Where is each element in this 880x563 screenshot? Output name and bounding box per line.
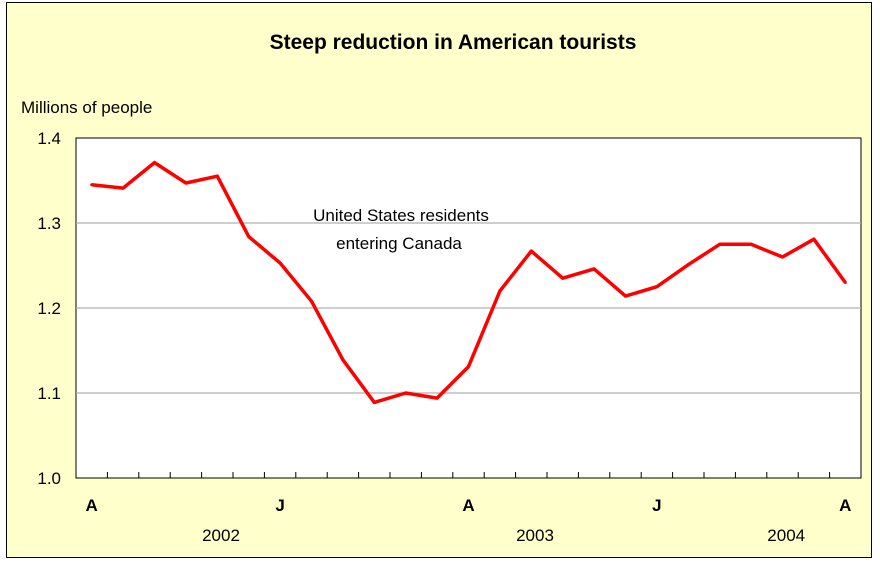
data-point: [498, 289, 502, 293]
annotation-line-2: entering Canada: [336, 234, 462, 253]
year-label: 2004: [767, 526, 805, 545]
y-tick-label: 1.4: [37, 129, 61, 148]
data-point: [718, 242, 722, 246]
data-point: [372, 400, 376, 404]
month-label: A: [839, 496, 851, 515]
data-point: [121, 186, 125, 190]
x-axis-year-labels: 2002 2003 2004: [202, 526, 805, 545]
data-point: [467, 365, 470, 369]
data-point: [404, 391, 408, 395]
data-point: [90, 183, 94, 187]
data-point: [812, 237, 816, 241]
annotation-line-1: United States residents: [313, 206, 489, 225]
month-label: A: [462, 496, 474, 515]
y-tick-label: 1.2: [37, 299, 61, 318]
data-point: [341, 358, 345, 362]
data-point: [310, 299, 313, 303]
data-point: [592, 267, 596, 271]
data-point: [153, 161, 156, 165]
year-label: 2003: [516, 526, 554, 545]
chart-title: Steep reduction in American tourists: [270, 31, 637, 54]
data-point: [749, 242, 753, 246]
y-tick-label: 1.0: [37, 469, 61, 488]
y-axis-tick-labels: 1.0 1.1 1.2 1.3 1.4: [37, 129, 61, 488]
data-point: [561, 276, 565, 280]
data-point: [781, 255, 784, 259]
y-axis-label: Millions of people: [21, 98, 152, 117]
month-label: J: [275, 496, 284, 515]
data-point: [529, 249, 533, 253]
chart-frame: Steep reduction in American tourists Mil…: [6, 2, 872, 558]
y-tick-label: 1.3: [37, 214, 61, 233]
data-point: [435, 396, 439, 400]
year-label: 2002: [202, 526, 240, 545]
month-label: A: [86, 496, 98, 515]
data-point: [686, 263, 690, 267]
data-point: [843, 281, 847, 284]
data-point: [184, 181, 188, 185]
line-chart: Steep reduction in American tourists Mil…: [21, 31, 862, 545]
x-axis-ticks: [75, 472, 862, 478]
series-layer: [90, 160, 847, 405]
y-tick-label: 1.1: [37, 384, 61, 403]
month-label: J: [652, 496, 661, 515]
data-point: [215, 174, 219, 178]
data-point: [278, 261, 282, 265]
data-point: [655, 285, 659, 289]
data-point: [247, 235, 251, 239]
data-point: [624, 294, 627, 298]
gridlines: [76, 222, 861, 394]
